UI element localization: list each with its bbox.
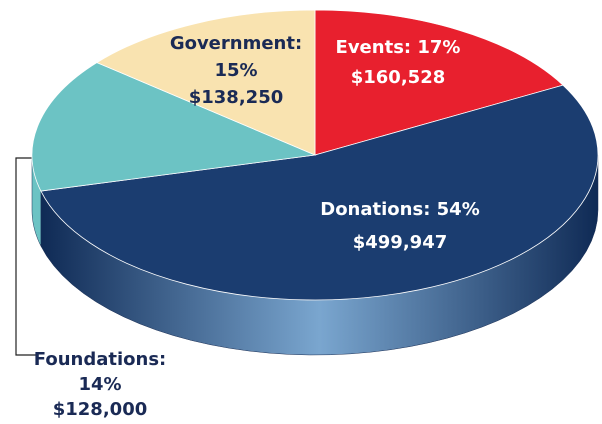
slice — [40, 84, 599, 301]
amount-label: $128,000 — [53, 399, 148, 420]
value-label: 14% — [78, 374, 121, 395]
slice — [31, 62, 317, 192]
leader-line — [15, 157, 36, 356]
slice — [314, 9, 564, 156]
value-label: Government: — [170, 33, 302, 54]
amount-label: $138,250 — [189, 87, 284, 108]
slice — [96, 9, 316, 156]
value-label: Donations: 54% — [320, 199, 480, 220]
amount-label: $160,528 — [351, 67, 446, 88]
value-label: Events: 17% — [336, 37, 461, 58]
value-label: 15% — [214, 60, 257, 81]
amount-label: $499,947 — [353, 232, 448, 253]
value-label: Foundations: — [34, 349, 166, 370]
